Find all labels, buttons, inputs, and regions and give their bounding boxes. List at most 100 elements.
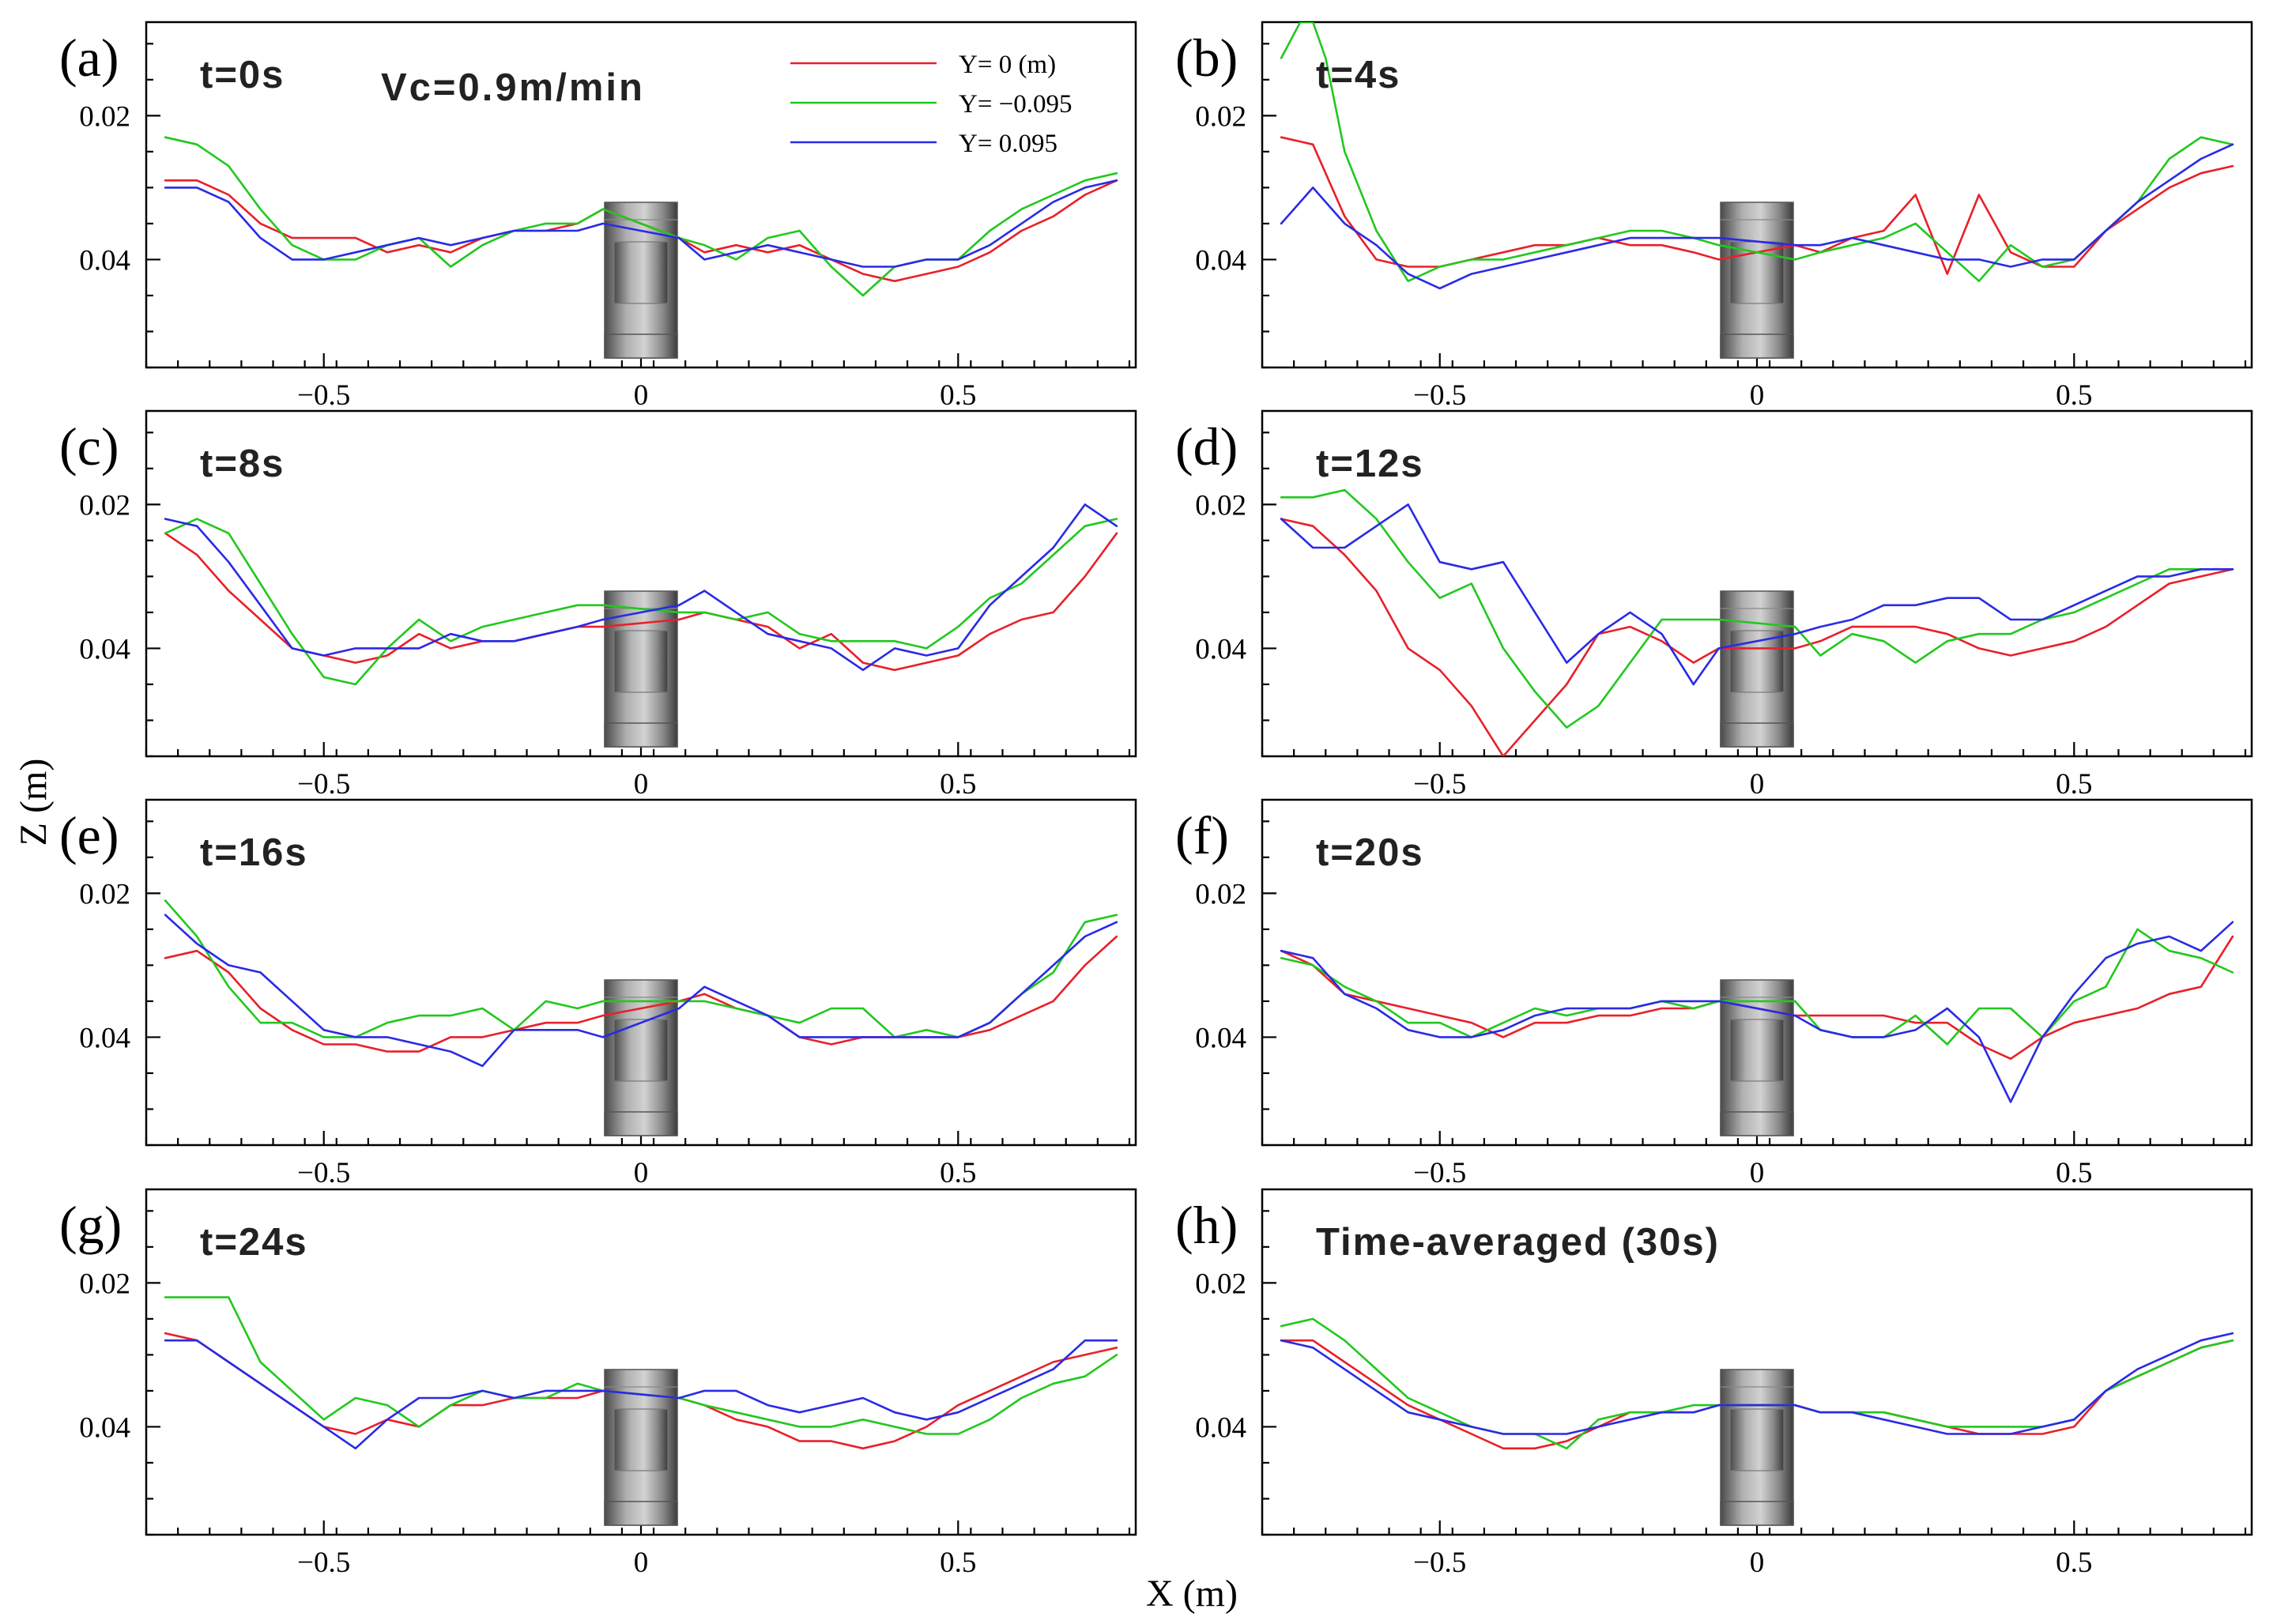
panel-letter: (b) — [1175, 28, 1238, 88]
y-tick-label: 0.04 — [1195, 244, 1246, 277]
panel-letter: (g) — [59, 1195, 122, 1255]
panel-e: −0.5 0 0.5 0.02 0.04 (e) t=16s — [59, 798, 1137, 1189]
y-tick-label: 0.02 — [79, 878, 130, 910]
x-tick-label: 0 — [634, 768, 649, 801]
series-line-yneg — [1280, 22, 2234, 282]
series-line-ypos — [164, 1339, 1118, 1450]
x-tick-label: 0.5 — [940, 1547, 976, 1579]
x-tick-label: 0.5 — [2056, 379, 2092, 412]
nozzle-port — [1729, 630, 1785, 693]
y-tick-label: 0.02 — [1195, 489, 1246, 522]
legend-label-ypos: Y= 0.095 — [959, 130, 1057, 158]
nozzle-port — [1729, 1408, 1785, 1471]
panel-a: −0.5 0 0.5 0.02 0.04 (a) t=0s — [59, 21, 1137, 412]
x-tick-label: −0.5 — [297, 1547, 350, 1579]
series-line-yneg — [164, 136, 1118, 297]
panel-letter: (d) — [1175, 416, 1238, 477]
x-tick-label: 0.5 — [940, 1157, 976, 1189]
nozzle-port — [1729, 1019, 1785, 1082]
nozzle-bottom — [604, 1501, 678, 1526]
nozzle-graphic — [1720, 202, 1794, 359]
x-tick-label: −0.5 — [1413, 1157, 1466, 1189]
nozzle-port — [613, 1019, 669, 1082]
nozzle-graphic — [604, 202, 678, 359]
y-tick-label: 0.02 — [1195, 1268, 1246, 1300]
time-label: t=24s — [200, 1221, 308, 1264]
nozzle-graphic — [1720, 1369, 1794, 1526]
nozzle-graphic — [604, 1369, 678, 1526]
y-tick-label: 0.02 — [79, 489, 130, 522]
x-tick-label: 0.5 — [2056, 1157, 2092, 1189]
legend-label-yneg: Y= −0.095 — [959, 90, 1073, 119]
panel-f: −0.5 0 0.5 0.02 0.04 (f) t=20s — [1175, 798, 2253, 1189]
y-axis-title: Z (m) — [13, 759, 55, 846]
x-tick-label: −0.5 — [297, 379, 350, 412]
x-tick-label: −0.5 — [297, 1157, 350, 1189]
legend-label-y0: Y= 0 (m) — [959, 51, 1056, 79]
time-label: t=16s — [200, 831, 308, 874]
panel-letter: (c) — [59, 416, 119, 477]
series-line-yneg — [1280, 928, 2234, 1046]
panel-letter: (f) — [1175, 805, 1229, 865]
series-line-ypos — [164, 179, 1118, 268]
x-tick-label: 0 — [634, 1157, 649, 1189]
y-tick-label: 0.04 — [79, 633, 130, 665]
nozzle-bottom — [1720, 333, 1794, 359]
x-tick-label: 0 — [634, 1547, 649, 1579]
nozzle-bottom — [604, 1111, 678, 1136]
y-tick-label: 0.04 — [1195, 1022, 1246, 1054]
panels-group: −0.5 0 0.5 0.02 0.04 (a) t=0s −0.5 0 0.5 0.02 0.04 (… — [59, 21, 2253, 1579]
legend: Y= 0 (m) Y= −0.095 Y= 0.095 — [790, 51, 1073, 158]
panel-h: −0.5 0 0.5 0.02 0.04 (h) Time-averaged (30s) — [1175, 1188, 2253, 1579]
x-tick-label: 0 — [1750, 768, 1765, 801]
panel-letter: (h) — [1175, 1195, 1238, 1255]
x-tick-label: 0 — [1750, 379, 1765, 412]
nozzle-bottom — [1720, 722, 1794, 748]
series-line-ypos — [1280, 1332, 2234, 1435]
nozzle-port — [1729, 241, 1785, 304]
nozzle-port — [613, 630, 669, 693]
time-label: t=0s — [200, 54, 285, 96]
nozzle-graphic — [1720, 979, 1794, 1136]
x-tick-label: 0.5 — [2056, 1547, 2092, 1579]
x-tick-label: 0.5 — [940, 768, 976, 801]
x-tick-label: 0 — [1750, 1547, 1765, 1579]
nozzle-graphic — [1720, 590, 1794, 748]
time-label: t=20s — [1316, 831, 1424, 874]
nozzle-bottom — [1720, 1501, 1794, 1526]
x-tick-label: −0.5 — [297, 768, 350, 801]
panel-b: −0.5 0 0.5 0.02 0.04 (b) t=4s — [1175, 21, 2253, 412]
series-line-yneg — [164, 518, 1118, 686]
time-label: Time-averaged (30s) — [1316, 1221, 1720, 1264]
nozzle-bottom — [1720, 1111, 1794, 1136]
x-tick-label: 0.5 — [940, 379, 976, 412]
vc-label: Vc=0.9m/min — [381, 66, 645, 109]
series-line-ypos — [1280, 503, 2234, 686]
series-line-yneg — [1280, 488, 2234, 729]
time-label: t=4s — [1316, 54, 1401, 96]
nozzle-port — [613, 1408, 669, 1471]
x-tick-label: −0.5 — [1413, 379, 1466, 412]
y-tick-label: 0.04 — [79, 1022, 130, 1054]
x-tick-label: 0 — [634, 379, 649, 412]
y-tick-label: 0.04 — [79, 244, 130, 277]
x-tick-label: −0.5 — [1413, 1547, 1466, 1579]
x-tick-label: 0 — [1750, 1157, 1765, 1189]
y-tick-label: 0.04 — [1195, 1411, 1246, 1444]
y-tick-label: 0.02 — [1195, 878, 1246, 910]
series-line-y0 — [164, 935, 1118, 1053]
nozzle-bottom — [604, 333, 678, 359]
y-tick-label: 0.02 — [1195, 100, 1246, 133]
panel-letter: (a) — [59, 28, 119, 88]
x-tick-label: −0.5 — [1413, 768, 1466, 801]
panel-c: −0.5 0 0.5 0.02 0.04 (c) t=8s — [59, 409, 1137, 801]
series-line-y0 — [1280, 518, 2234, 756]
time-label: t=8s — [200, 443, 285, 485]
nozzle-graphic — [604, 590, 678, 748]
x-tick-label: 0.5 — [2056, 768, 2092, 801]
x-axis-title: X (m) — [1146, 1573, 1238, 1615]
y-tick-label: 0.04 — [79, 1411, 130, 1444]
series-line-ypos — [1280, 921, 2234, 1103]
y-tick-label: 0.02 — [79, 100, 130, 133]
